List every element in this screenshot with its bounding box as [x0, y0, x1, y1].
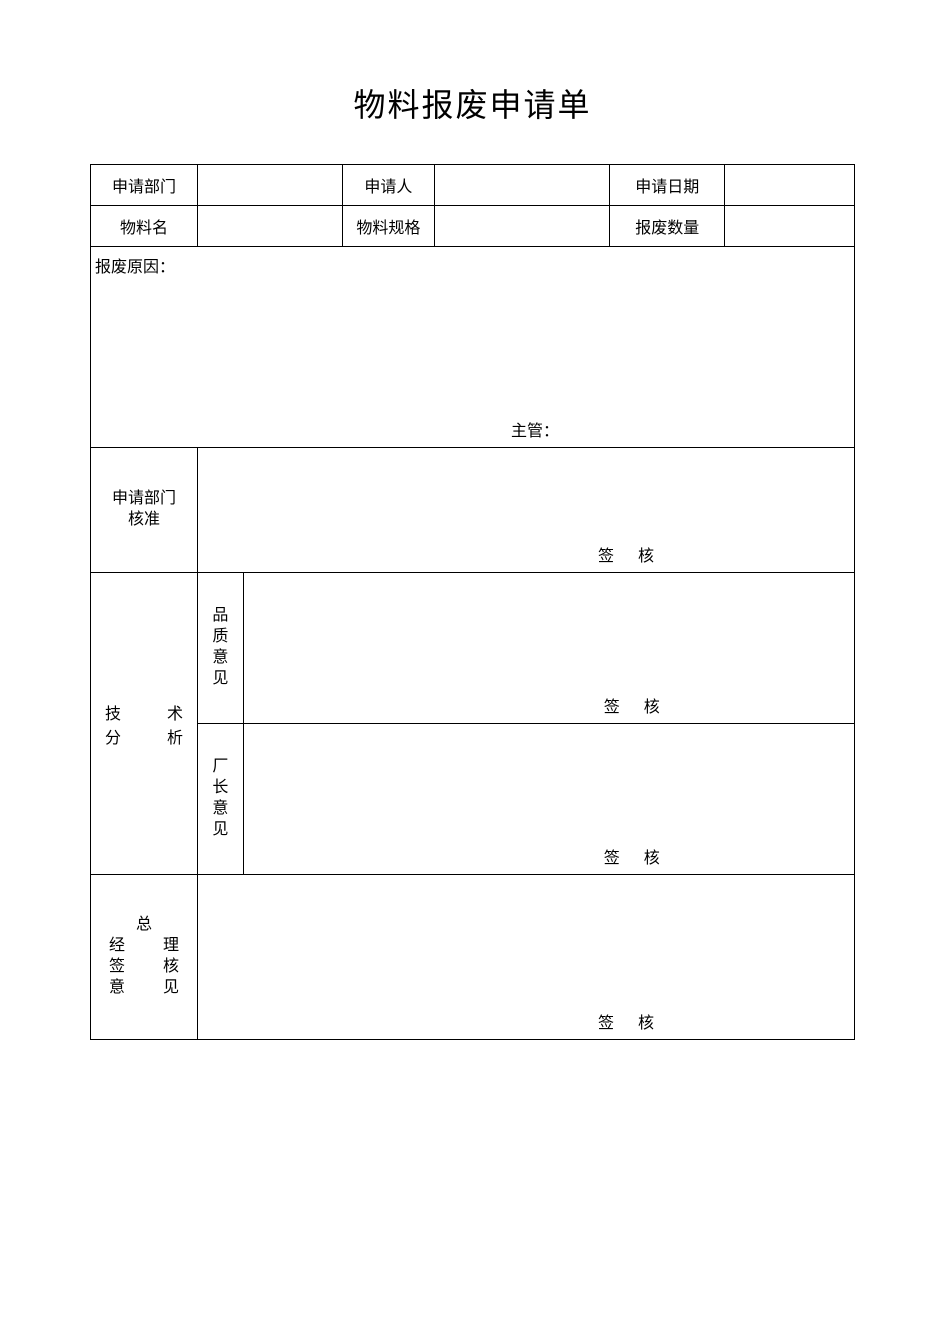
label-supervisor: 主管：: [511, 417, 559, 441]
dept-approval-area[interactable]: 签 核: [197, 448, 854, 573]
quality-c2: 质: [198, 627, 243, 648]
value-scrap-qty[interactable]: [725, 206, 855, 247]
label-dept-approval-line2: 核准: [91, 510, 197, 531]
label-scrap-qty: 报废数量: [610, 206, 725, 247]
quality-opinion-area[interactable]: 签 核: [243, 573, 854, 724]
value-dept[interactable]: [197, 165, 342, 206]
director-c4: 见: [198, 820, 243, 841]
gm-c5: 核: [163, 957, 179, 978]
gm-c4: 签: [109, 957, 125, 978]
director-c2: 长: [198, 778, 243, 799]
label-gm-opinion: 总 经 理 签 核 意 见: [91, 875, 198, 1040]
tech-c3: 分: [105, 724, 121, 748]
label-quality-opinion: 品 质 意 见: [197, 573, 243, 724]
director-c3: 意: [198, 799, 243, 820]
director-opinion-area[interactable]: 签 核: [243, 724, 854, 875]
quality-c3: 意: [198, 648, 243, 669]
value-material-name[interactable]: [197, 206, 342, 247]
gm-c6: 意: [109, 978, 125, 999]
quality-c4: 见: [198, 669, 243, 690]
gm-c1: 总: [136, 915, 152, 936]
label-sign-quality: 签 核: [604, 693, 670, 717]
label-date: 申请日期: [610, 165, 725, 206]
gm-opinion-area[interactable]: 签 核: [197, 875, 854, 1040]
label-sign-dept: 签 核: [598, 542, 664, 566]
tech-c1: 技: [105, 700, 121, 724]
label-material-spec: 物料规格: [343, 206, 435, 247]
value-material-spec[interactable]: [434, 206, 610, 247]
label-dept: 申请部门: [91, 165, 198, 206]
value-applicant[interactable]: [434, 165, 610, 206]
label-scrap-reason: 报废原因：: [95, 253, 175, 277]
gm-c7: 见: [163, 978, 179, 999]
value-date[interactable]: [725, 165, 855, 206]
tech-c4: 析: [167, 724, 183, 748]
label-sign-director: 签 核: [604, 844, 670, 868]
label-dept-approval-line1: 申请部门: [91, 489, 197, 510]
label-tech-analysis: 技 术 分 析: [91, 573, 198, 875]
director-c1: 厂: [198, 757, 243, 778]
gm-c3: 理: [163, 936, 179, 957]
form-title: 物料报废申请单: [90, 80, 855, 126]
label-director-opinion: 厂 长 意 见: [197, 724, 243, 875]
label-applicant: 申请人: [343, 165, 435, 206]
label-material-name: 物料名: [91, 206, 198, 247]
gm-c2: 经: [109, 936, 125, 957]
label-sign-gm: 签 核: [598, 1009, 664, 1033]
quality-c1: 品: [198, 606, 243, 627]
scrap-reason-cell[interactable]: 报废原因： 主管：: [91, 247, 855, 448]
label-dept-approval: 申请部门 核准: [91, 448, 198, 573]
tech-c2: 术: [167, 700, 183, 724]
scrap-application-form: 申请部门 申请人 申请日期 物料名 物料规格 报废数量 报废原因： 主管：: [90, 164, 855, 1040]
